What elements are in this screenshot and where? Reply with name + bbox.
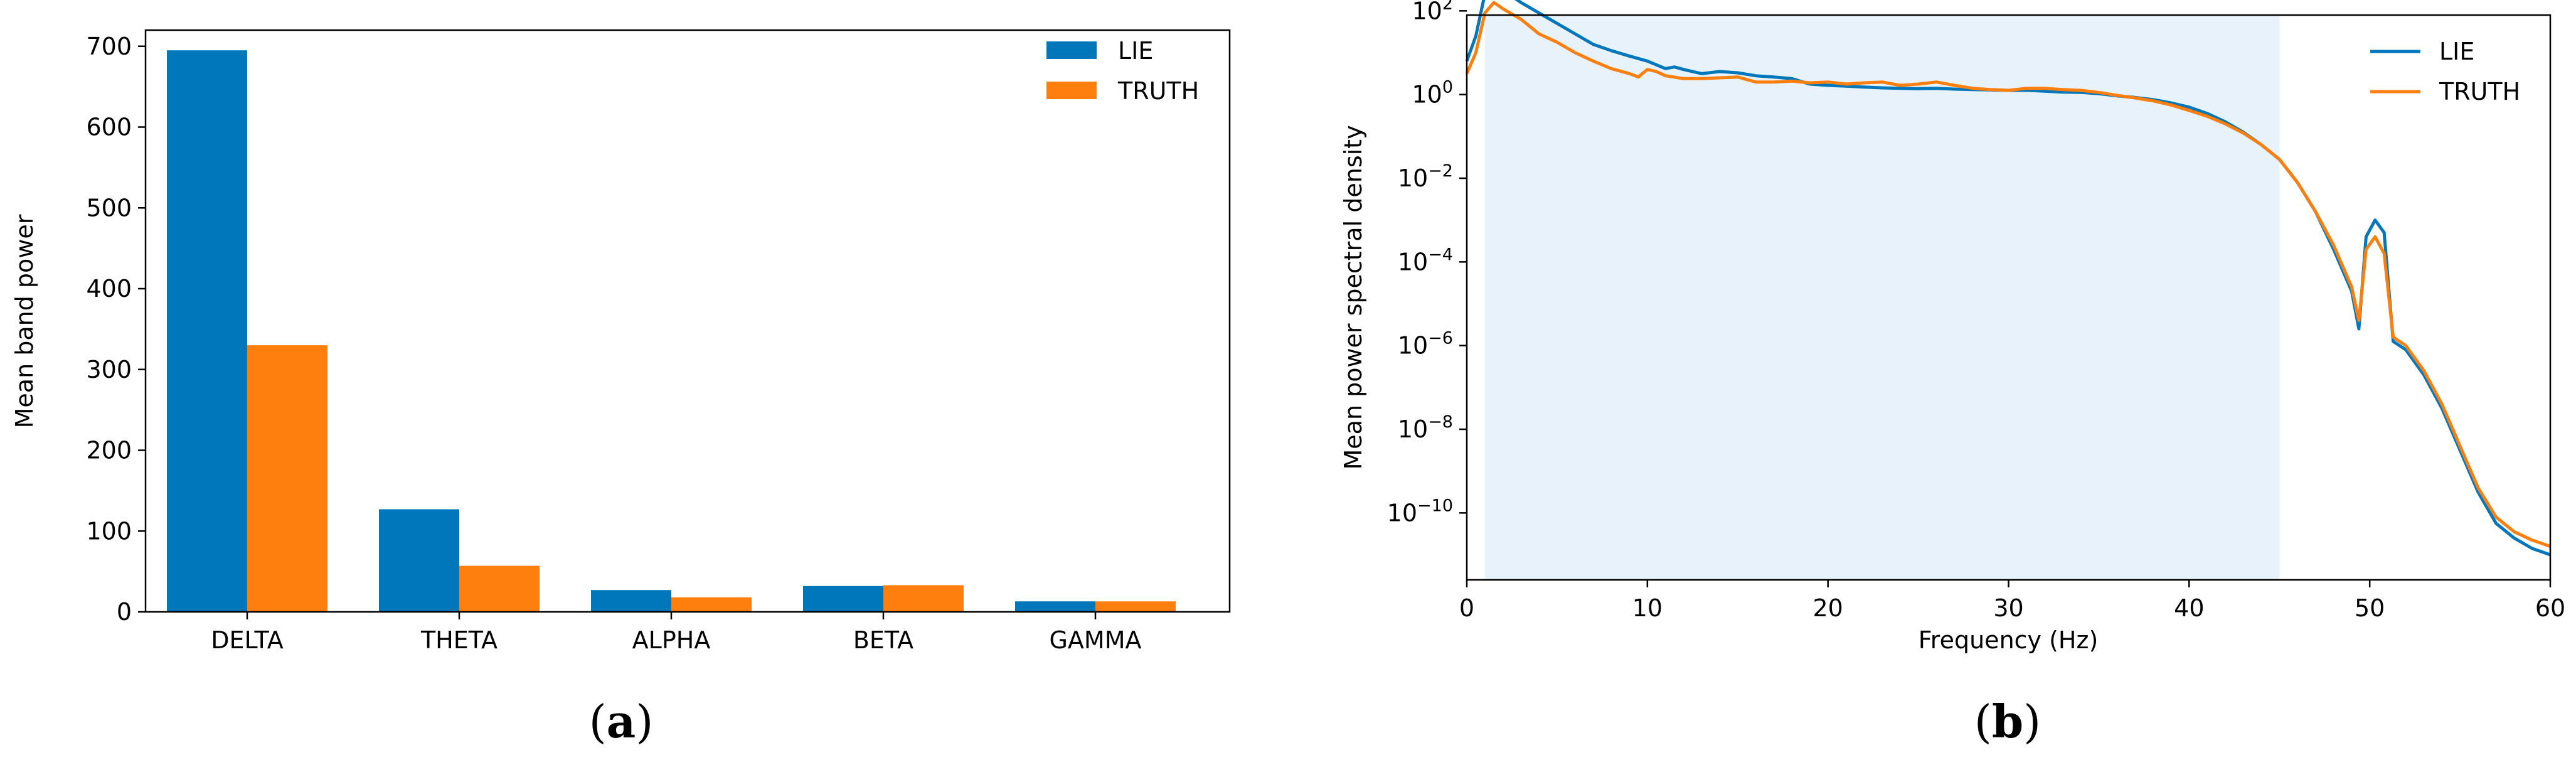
- bar-lie-gamma: [1015, 601, 1095, 612]
- x-tick-label: 10: [1632, 594, 1663, 622]
- y-tick-label: 102: [1412, 0, 1453, 24]
- y-tick-label: 10−2: [1398, 161, 1453, 192]
- bar-lie-theta: [379, 509, 459, 612]
- x-tick-label: 50: [2355, 594, 2385, 622]
- x-tick-label: 0: [1459, 594, 1474, 622]
- y-axis-label: Mean power spectral density: [1339, 125, 1367, 469]
- panel-label-b: (b): [1974, 695, 2041, 748]
- x-tick-label: ALPHA: [632, 626, 711, 654]
- y-tick-label: 10−6: [1398, 329, 1453, 360]
- x-tick-label: BETA: [853, 626, 913, 654]
- y-tick-label: 10−10: [1387, 496, 1453, 527]
- panel-a-bar-chart: 0 100 200 300 400 500 600 700 DELTA THETA ALPHA BE…: [11, 29, 1231, 748]
- y-axis-ticks: 102 100 10−2 10−4 10−6 10−8 10−10: [1387, 0, 1467, 527]
- x-tick-label: 60: [2535, 594, 2565, 622]
- y-tick-label: 600: [86, 114, 132, 141]
- bar-lie-beta: [803, 586, 883, 612]
- shaded-frequency-band: [1484, 15, 2280, 580]
- y-tick-label: 300: [86, 356, 132, 383]
- panel-letter: b: [1992, 695, 2023, 748]
- y-tick-label: 10−4: [1398, 245, 1453, 276]
- x-axis-ticks: DELTA THETA ALPHA BETA GAMMA: [211, 612, 1142, 654]
- x-tick-label: DELTA: [211, 626, 283, 654]
- x-tick-label: THETA: [420, 626, 498, 654]
- y-axis-label: Mean band power: [11, 214, 38, 428]
- bar-lie-delta: [167, 50, 247, 612]
- y-tick-label: 200: [86, 437, 132, 464]
- panel-letter: a: [607, 695, 636, 748]
- legend-label-truth: TRUTH: [1117, 77, 1199, 105]
- bar-truth-gamma: [1095, 601, 1176, 612]
- x-axis-label: Frequency (Hz): [1919, 626, 2099, 654]
- axes-frame: [144, 29, 1231, 613]
- bar-series-group: [167, 50, 1176, 612]
- bar-lie-alpha: [591, 590, 671, 612]
- panel-label-a: (a): [589, 695, 654, 748]
- bar-truth-delta: [247, 345, 327, 612]
- bar-truth-theta: [459, 565, 540, 612]
- y-tick-label: 100: [1412, 78, 1453, 109]
- legend: LIE TRUTH: [2370, 38, 2520, 105]
- axes-frame: [1466, 14, 2552, 581]
- x-tick-label: GAMMA: [1049, 626, 1141, 654]
- y-tick-label: 0: [117, 598, 132, 626]
- x-tick-label: 40: [2174, 594, 2204, 622]
- line-series-group: [1465, 0, 2551, 557]
- legend-label-truth: TRUTH: [2439, 78, 2520, 105]
- y-axis-ticks: 0 100 200 300 400 500 600 700: [86, 33, 146, 626]
- legend-label-lie: LIE: [2439, 38, 2474, 65]
- x-axis-ticks: 0 10 20 30 40 50 60: [1459, 580, 2565, 622]
- y-tick-label: 700: [86, 33, 132, 60]
- panel-b-line-chart: 102 100 10−2 10−4 10−6 10−8 10−10 0 10 20 30 40 50 6…: [1339, 0, 2565, 748]
- y-tick-label: 400: [86, 275, 132, 302]
- y-tick-label: 100: [86, 517, 132, 545]
- x-tick-label: 30: [1993, 594, 2023, 622]
- y-tick-label: 500: [86, 194, 132, 222]
- x-tick-label: 20: [1812, 594, 1843, 622]
- bar-truth-beta: [883, 585, 964, 612]
- legend-swatch-truth: [1046, 82, 1097, 99]
- legend-swatch-lie: [1046, 41, 1097, 59]
- y-tick-label: 10−8: [1398, 412, 1453, 443]
- legend-label-lie: LIE: [1118, 37, 1153, 65]
- line-series-truth: [1465, 1, 2551, 548]
- bar-truth-alpha: [671, 597, 752, 612]
- legend: LIE TRUTH: [1046, 37, 1199, 105]
